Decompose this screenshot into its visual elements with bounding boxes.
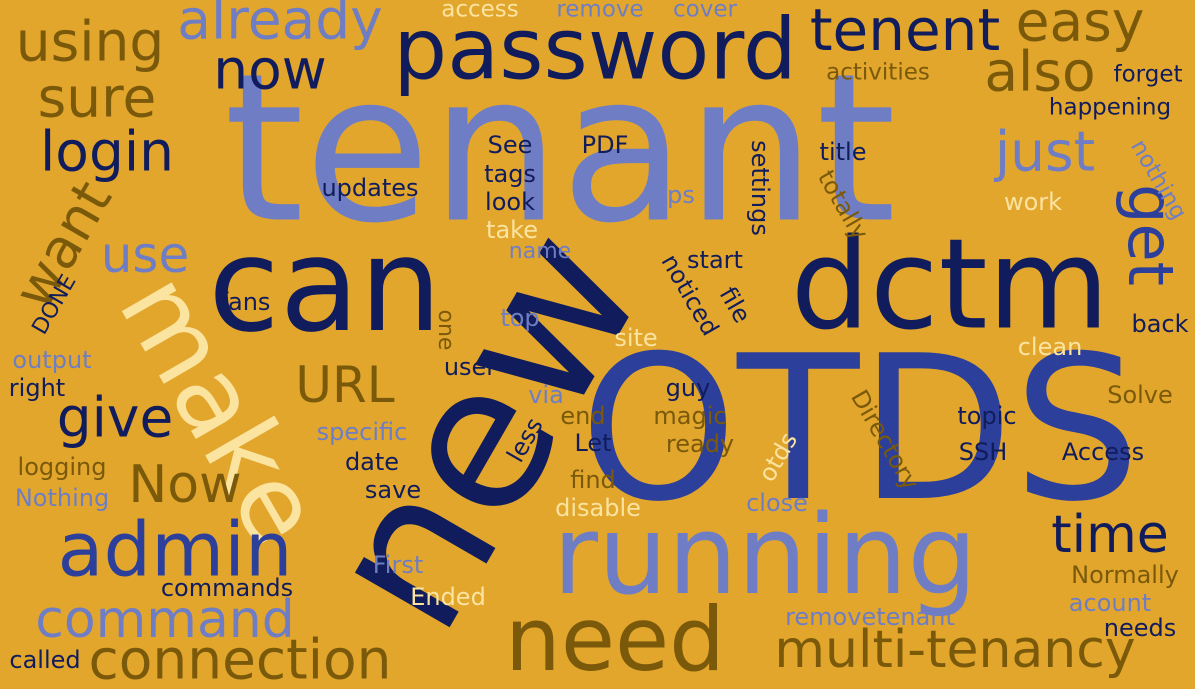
word-OTDS: OTDS bbox=[579, 313, 1141, 546]
word-Now: Now bbox=[128, 455, 242, 515]
word-access: access bbox=[441, 0, 519, 23]
word-top: top bbox=[500, 304, 540, 332]
word-date: date bbox=[344, 448, 400, 476]
word-tenent: tenent bbox=[809, 0, 1001, 64]
word-one: one bbox=[433, 309, 458, 351]
word-acount: acount bbox=[1068, 589, 1152, 617]
word-running: running bbox=[552, 491, 978, 619]
word-start: start bbox=[687, 246, 743, 274]
word-dctm: dctm bbox=[790, 212, 1110, 358]
word-multi-tenancy: multi-tenancy bbox=[774, 620, 1136, 680]
word-sure: sure bbox=[37, 65, 157, 130]
word-tenant: tenant bbox=[223, 30, 897, 269]
word-work: work bbox=[1003, 188, 1063, 216]
word-take: take bbox=[486, 216, 538, 244]
word-already: already bbox=[177, 0, 383, 52]
word-name: name bbox=[508, 239, 572, 264]
word-needs: needs bbox=[1103, 614, 1177, 642]
word-end: end bbox=[560, 402, 606, 430]
word-specific: specific bbox=[316, 418, 408, 446]
word-tags: tags bbox=[484, 160, 536, 188]
word-SSH: SSH bbox=[958, 438, 1008, 466]
word-logging: logging bbox=[17, 453, 107, 481]
word-activities: activities bbox=[826, 59, 930, 86]
word-via: via bbox=[528, 381, 564, 409]
word-removetenant: removetenant bbox=[785, 603, 955, 631]
word-find: find bbox=[570, 466, 616, 494]
word-just: just bbox=[994, 119, 1096, 184]
word-also: also bbox=[984, 39, 1096, 104]
word-See: See bbox=[487, 131, 533, 159]
word-easy: easy bbox=[1015, 0, 1145, 54]
word-Nothing: Nothing bbox=[14, 484, 110, 512]
word-password: password bbox=[393, 0, 797, 100]
word-can: can bbox=[208, 209, 442, 361]
word-save: save bbox=[364, 476, 422, 504]
word-guy: guy bbox=[665, 374, 711, 402]
word-magic: magic bbox=[653, 402, 727, 430]
word-command: command bbox=[35, 590, 295, 650]
word-clean: clean bbox=[1017, 333, 1083, 361]
word-right: right bbox=[8, 374, 66, 402]
word-look: look bbox=[485, 188, 535, 216]
word-settings: settings bbox=[746, 140, 774, 236]
word-topic: topic bbox=[957, 402, 1017, 430]
word-user: user bbox=[443, 353, 497, 381]
word-close: close bbox=[746, 489, 808, 517]
word-need: need bbox=[505, 588, 725, 689]
word-called: called bbox=[9, 646, 81, 674]
word-use: use bbox=[100, 226, 190, 284]
word-time: time bbox=[1051, 505, 1169, 565]
word-commands: commands bbox=[160, 574, 294, 602]
word-give: give bbox=[56, 385, 174, 450]
word-happening: happening bbox=[1048, 94, 1172, 121]
word-First: First bbox=[372, 551, 424, 579]
word-site: site bbox=[614, 324, 658, 352]
word-cover: cover bbox=[673, 0, 737, 23]
word-login: login bbox=[40, 119, 174, 184]
word-Solve: Solve bbox=[1107, 381, 1173, 409]
word-disable: disable bbox=[555, 494, 641, 522]
word-URL: URL bbox=[295, 356, 395, 414]
word-updates: updates bbox=[321, 174, 419, 202]
word-fans: fans bbox=[219, 288, 271, 316]
word-back: back bbox=[1131, 310, 1189, 338]
word-ready: ready bbox=[665, 430, 735, 458]
word-tips: tips bbox=[651, 181, 695, 209]
word-Access: Access bbox=[1061, 438, 1145, 466]
word-now: now bbox=[213, 37, 327, 102]
word-output: output bbox=[12, 346, 92, 374]
word-admin: admin bbox=[57, 505, 293, 594]
word-title: title bbox=[819, 138, 867, 166]
word-PDF: PDF bbox=[581, 131, 629, 159]
word-Ended: Ended bbox=[410, 583, 486, 611]
word-remove: remove bbox=[556, 0, 644, 23]
word-Normally: Normally bbox=[1071, 561, 1179, 589]
word-connection: connection bbox=[88, 627, 392, 689]
word-using: using bbox=[15, 9, 165, 74]
word-forget: forget bbox=[1113, 61, 1183, 88]
word-Let: Let bbox=[574, 429, 612, 457]
